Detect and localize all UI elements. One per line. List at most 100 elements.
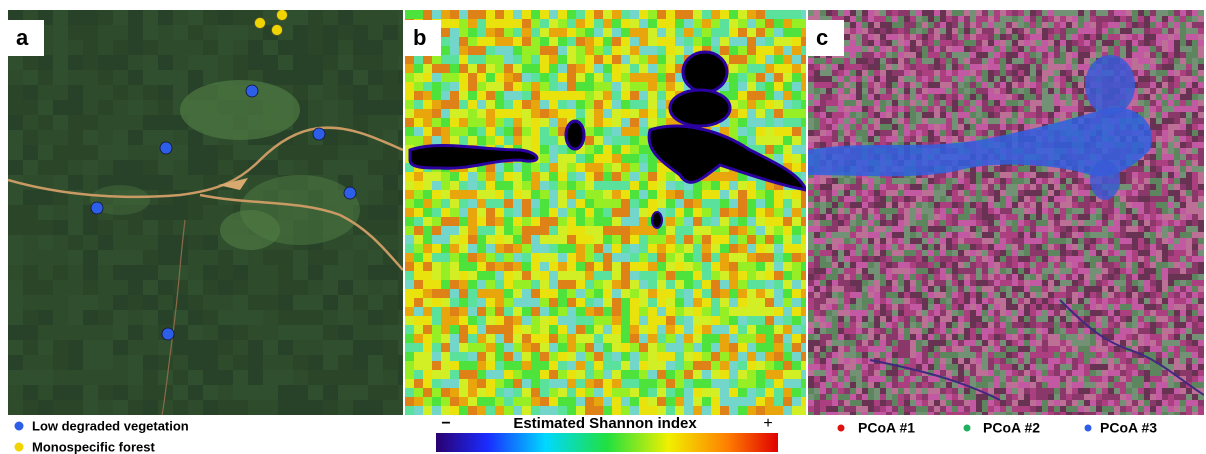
texture-cell	[1030, 178, 1036, 184]
texture-cell	[38, 130, 53, 145]
texture-cell	[880, 64, 886, 70]
texture-cell	[8, 310, 23, 325]
texture-cell	[747, 253, 756, 262]
texture-cell	[666, 316, 675, 325]
texture-cell	[886, 184, 892, 190]
texture-cell	[567, 298, 576, 307]
texture-cell	[850, 124, 856, 130]
texture-cell	[792, 10, 801, 19]
texture-cell	[801, 298, 806, 307]
texture-cell	[338, 10, 353, 25]
texture-cell	[53, 310, 68, 325]
texture-cell	[1144, 28, 1150, 34]
texture-cell	[540, 316, 549, 325]
texture-cell	[405, 388, 414, 397]
texture-cell	[756, 235, 765, 244]
texture-cell	[1138, 190, 1144, 196]
texture-cell	[504, 181, 513, 190]
texture-cell	[976, 10, 982, 16]
texture-cell	[459, 127, 468, 136]
texture-cell	[1090, 22, 1096, 28]
texture-cell	[98, 100, 113, 115]
texture-cell	[1156, 178, 1162, 184]
texture-cell	[783, 10, 792, 19]
texture-cell	[1072, 34, 1078, 40]
texture-cell	[756, 37, 765, 46]
texture-cell	[886, 46, 892, 52]
texture-cell	[738, 199, 747, 208]
texture-cell	[675, 19, 684, 28]
texture-cell	[868, 196, 874, 202]
texture-cell	[603, 172, 612, 181]
texture-cell	[486, 46, 495, 55]
texture-cell	[495, 253, 504, 262]
texture-cell	[952, 106, 958, 112]
texture-cell	[856, 40, 862, 46]
texture-cell	[1048, 64, 1054, 70]
texture-cell	[549, 208, 558, 217]
texture-cell	[904, 52, 910, 58]
texture-cell	[666, 19, 675, 28]
texture-cell	[308, 370, 323, 385]
texture-cell	[1024, 10, 1030, 16]
texture-cell	[832, 202, 838, 208]
texture-cell	[98, 55, 113, 70]
texture-cell	[904, 40, 910, 46]
texture-cell	[522, 172, 531, 181]
texture-cell	[1156, 106, 1162, 112]
texture-cell	[820, 118, 826, 124]
texture-cell	[368, 160, 383, 175]
texture-cell	[143, 325, 158, 340]
texture-cell	[1018, 70, 1024, 76]
texture-cell	[844, 70, 850, 76]
texture-cell	[173, 400, 188, 415]
texture-cell	[263, 10, 278, 25]
texture-cell	[1048, 172, 1054, 178]
texture-cell	[1000, 166, 1006, 172]
texture-cell	[576, 316, 585, 325]
texture-cell	[1072, 184, 1078, 190]
texture-cell	[68, 115, 83, 130]
texture-cell	[675, 73, 684, 82]
texture-cell	[684, 325, 693, 334]
texture-cell	[898, 64, 904, 70]
texture-cell	[1144, 184, 1150, 190]
texture-cell	[648, 55, 657, 64]
texture-cell	[1114, 202, 1120, 208]
texture-cell	[567, 343, 576, 352]
texture-cell	[158, 55, 173, 70]
texture-cell	[1126, 196, 1132, 202]
texture-cell	[113, 250, 128, 265]
texture-cell	[585, 64, 594, 73]
texture-cell	[711, 289, 720, 298]
texture-cell	[203, 25, 218, 40]
texture-cell	[666, 370, 675, 379]
texture-cell	[1198, 52, 1204, 58]
texture-cell	[874, 70, 880, 76]
texture-cell	[1030, 10, 1036, 16]
texture-cell	[173, 325, 188, 340]
texture-cell	[1048, 106, 1054, 112]
texture-cell	[423, 109, 432, 118]
texture-cell	[1150, 184, 1156, 190]
texture-cell	[603, 127, 612, 136]
texture-cell	[83, 385, 98, 400]
texture-cell	[922, 106, 928, 112]
texture-cell	[892, 208, 898, 214]
texture-cell	[738, 244, 747, 253]
texture-cell	[934, 28, 940, 34]
texture-cell	[8, 250, 23, 265]
texture-cell	[1024, 46, 1030, 52]
texture-cell	[1054, 22, 1060, 28]
texture-cell	[940, 184, 946, 190]
texture-cell	[1168, 58, 1174, 64]
texture-cell	[928, 76, 934, 82]
texture-cell	[934, 136, 940, 142]
texture-cell	[531, 379, 540, 388]
texture-cell	[143, 160, 158, 175]
texture-cell	[892, 64, 898, 70]
texture-cell	[952, 178, 958, 184]
texture-cell	[1168, 52, 1174, 58]
texture-cell	[423, 343, 432, 352]
texture-cell	[1006, 22, 1012, 28]
